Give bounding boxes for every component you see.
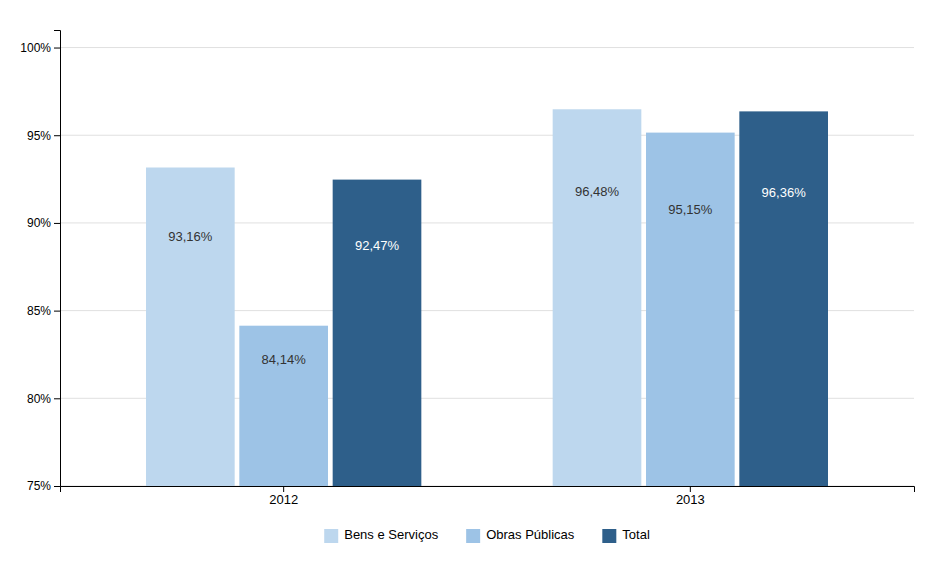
data-label: 93,16% [168,229,213,244]
tick-mark [54,486,60,487]
grid-line [60,47,914,48]
tick-label: 100% [20,41,51,55]
tick-mark [690,486,691,492]
legend-item: Obras Públicas [466,527,575,543]
legend-label: Total [622,527,650,542]
tick-label: 75% [27,479,51,493]
legend-label: Obras Públicas [486,527,575,542]
tick: 80% [27,392,60,406]
tick-label: 2012 [269,492,298,507]
tick: 90% [27,216,60,230]
data-label: 92,47% [355,238,400,253]
data-label: 96,48% [575,184,620,199]
x-axis: 2012 2013 [61,486,915,507]
legend-swatch [602,529,616,543]
bar [646,133,735,486]
tick: 85% [27,304,60,318]
legend-label: Bens e Serviços [344,527,438,542]
legend-swatch [324,529,338,543]
tick: 2012 [269,486,298,507]
tick-label: 2013 [676,492,705,507]
tick-mark [54,48,60,49]
tick-mark [54,398,60,399]
plot: 93,16% 96,48% 84,14% 95,15% 92,47% 96,36% 2012… [20,31,914,508]
tick: 95% [27,129,60,143]
tick-label: 85% [27,304,51,318]
tick-label: 80% [27,392,51,406]
bar [553,109,642,486]
bars [146,109,828,486]
tick-mark [54,223,60,224]
legend: Bens e Serviços Obras Públicas Total [324,527,650,543]
tick: 75% [27,479,60,493]
bar [739,111,828,486]
y-axis: 75% 80% 85% 90% 95% 100% [20,31,60,494]
tick-mark [54,311,60,312]
tick: 100% [20,41,60,55]
grid [60,48,914,486]
tick-label: 90% [27,216,51,230]
axis-line [54,31,61,487]
tick-mark [54,135,60,136]
axis-line [61,487,915,493]
data-label: 96,36% [762,185,807,200]
bar [239,326,328,486]
data-labels: 93,16% 96,48% 84,14% 95,15% 92,47% 96,36% [168,184,806,368]
bar [333,180,422,486]
tick-mark [283,486,284,492]
legend-swatch [466,529,480,543]
bar [146,168,235,486]
data-label: 84,14% [262,352,307,367]
chart: 93,16% 96,48% 84,14% 95,15% 92,47% 96,36% 2012… [0,0,944,576]
tick: 2013 [676,486,705,507]
tick-label: 95% [27,129,51,143]
legend-item: Bens e Serviços [324,527,438,543]
data-label: 95,15% [668,202,713,217]
legend-item: Total [602,527,650,543]
